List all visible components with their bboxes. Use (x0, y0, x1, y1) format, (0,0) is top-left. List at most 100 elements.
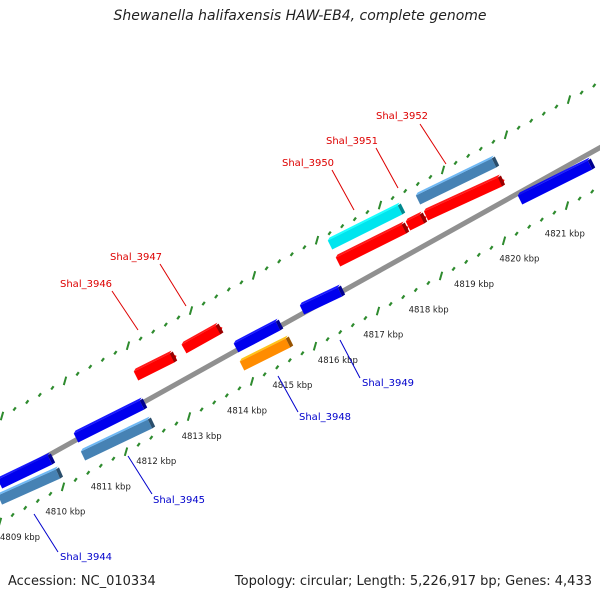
upper-track-tick (12, 406, 17, 412)
lower-track-tick (10, 512, 15, 518)
lower-track-tick (350, 322, 355, 328)
upper-track-tick (264, 266, 269, 271)
lower-track-tick (476, 252, 481, 258)
lower-track-tick (275, 365, 280, 370)
upper-track-tick (440, 165, 446, 175)
upper-track-tick (176, 315, 181, 320)
upper-track-tick (453, 160, 458, 166)
feature-steel-lower-2 (80, 416, 156, 461)
lower-track-tick (60, 482, 66, 492)
upper-track-tick (239, 280, 244, 285)
lower-track-tick (86, 470, 91, 476)
upper-track-tick (365, 209, 370, 215)
upper-tick-track (0, 83, 597, 421)
label-shal-3944: Shal_3944 (60, 552, 112, 563)
leader-line (277, 375, 299, 413)
scale-label: 4814 kbp (227, 407, 267, 417)
lower-track-tick (363, 315, 368, 321)
upper-track-tick (163, 322, 168, 327)
lower-track-tick (98, 463, 103, 469)
lower-track-tick (48, 491, 53, 497)
lower-track-tick (199, 407, 204, 412)
leader-line (339, 339, 361, 379)
lower-track-tick (300, 351, 305, 356)
gene-shal-3949 (299, 284, 346, 315)
upper-track-tick (327, 230, 332, 236)
gene-labels: Shal_3946 Shal_3947 Shal_3950 Shal_3951 Shal… (60, 111, 428, 563)
upper-track-tick (37, 392, 42, 398)
lower-track-tick (237, 386, 242, 391)
lower-track-tick (590, 189, 595, 194)
leader-line (419, 123, 447, 165)
upper-track-tick (75, 371, 80, 377)
scale-label: 4817 kbp (363, 331, 403, 341)
upper-track-tick (340, 223, 345, 229)
upper-track-tick (302, 245, 307, 250)
lower-track-tick (0, 517, 3, 526)
lower-track-tick (388, 301, 393, 307)
feature-cyan (327, 202, 406, 250)
label-shal-3952: Shal_3952 (376, 111, 428, 122)
upper-track-tick (566, 95, 572, 105)
label-shal-3948: Shal_3948 (299, 412, 351, 423)
label-shal-3951: Shal_3951 (326, 136, 378, 147)
leader-line (159, 263, 187, 307)
lower-track-tick (312, 341, 318, 351)
upper-track-tick (100, 357, 105, 363)
upper-track-tick (352, 216, 357, 222)
upper-track-tick (88, 364, 93, 370)
gene-shal-3945 (73, 397, 148, 443)
lower-track-tick (161, 428, 166, 433)
upper-track-tick (113, 350, 118, 355)
label-leaders (33, 123, 447, 553)
lower-track-tick (262, 372, 267, 377)
upper-track-tick (592, 83, 597, 88)
upper-track-tick (554, 104, 559, 109)
scale-label: 4820 kbp (499, 255, 539, 265)
lower-track-tick (564, 201, 570, 211)
upper-track-tick (466, 153, 471, 159)
genome-summary: Topology: circular; Length: 5,226,917 bp… (234, 574, 592, 589)
gene-shal-3948 (239, 335, 294, 371)
lower-track-tick (224, 393, 229, 398)
lower-track-tick (35, 498, 40, 504)
lower-track-tick (149, 435, 154, 440)
lower-track-tick (577, 196, 582, 201)
lower-track-tick (325, 336, 330, 342)
gene-shal-3944 (0, 452, 56, 489)
upper-track-tick (125, 341, 131, 351)
scale-label: 4819 kbp (454, 280, 494, 290)
gene-shal-3947 (181, 322, 224, 354)
lower-track-tick (212, 400, 217, 405)
lower-track-tick (501, 236, 507, 246)
leader-line (331, 169, 355, 211)
upper-track-tick (529, 118, 534, 123)
gene-shal-3950 (335, 221, 410, 267)
label-shal-3946: Shal_3946 (60, 279, 112, 290)
feature-steel-upper (415, 155, 500, 205)
label-shal-3950: Shal_3950 (282, 158, 334, 169)
lower-track-tick (375, 306, 381, 316)
scale-label: 4821 kbp (545, 229, 585, 239)
upper-track-tick (503, 130, 509, 140)
scale-label: 4813 kbp (182, 432, 222, 442)
lower-track-tick (426, 280, 431, 286)
label-shal-3947: Shal_3947 (110, 252, 162, 263)
gene-block-blue-1 (233, 318, 284, 353)
upper-track-tick (0, 411, 5, 421)
lower-track-tick (136, 442, 141, 447)
lower-track-tick (338, 329, 343, 335)
lower-track-tick (111, 456, 116, 461)
lower-track-tick (186, 412, 192, 422)
scale-label: 4812 kbp (136, 457, 176, 467)
lower-track-tick (401, 294, 406, 300)
upper-track-tick (491, 139, 496, 145)
label-shal-3945: Shal_3945 (153, 495, 205, 506)
feature-steel-lower-1 (0, 466, 64, 505)
scale-label: 4811 kbp (91, 482, 131, 492)
upper-track-tick (251, 270, 257, 280)
upper-track-tick (289, 252, 294, 257)
upper-track-tick (151, 329, 156, 334)
lower-track-tick (539, 217, 544, 222)
